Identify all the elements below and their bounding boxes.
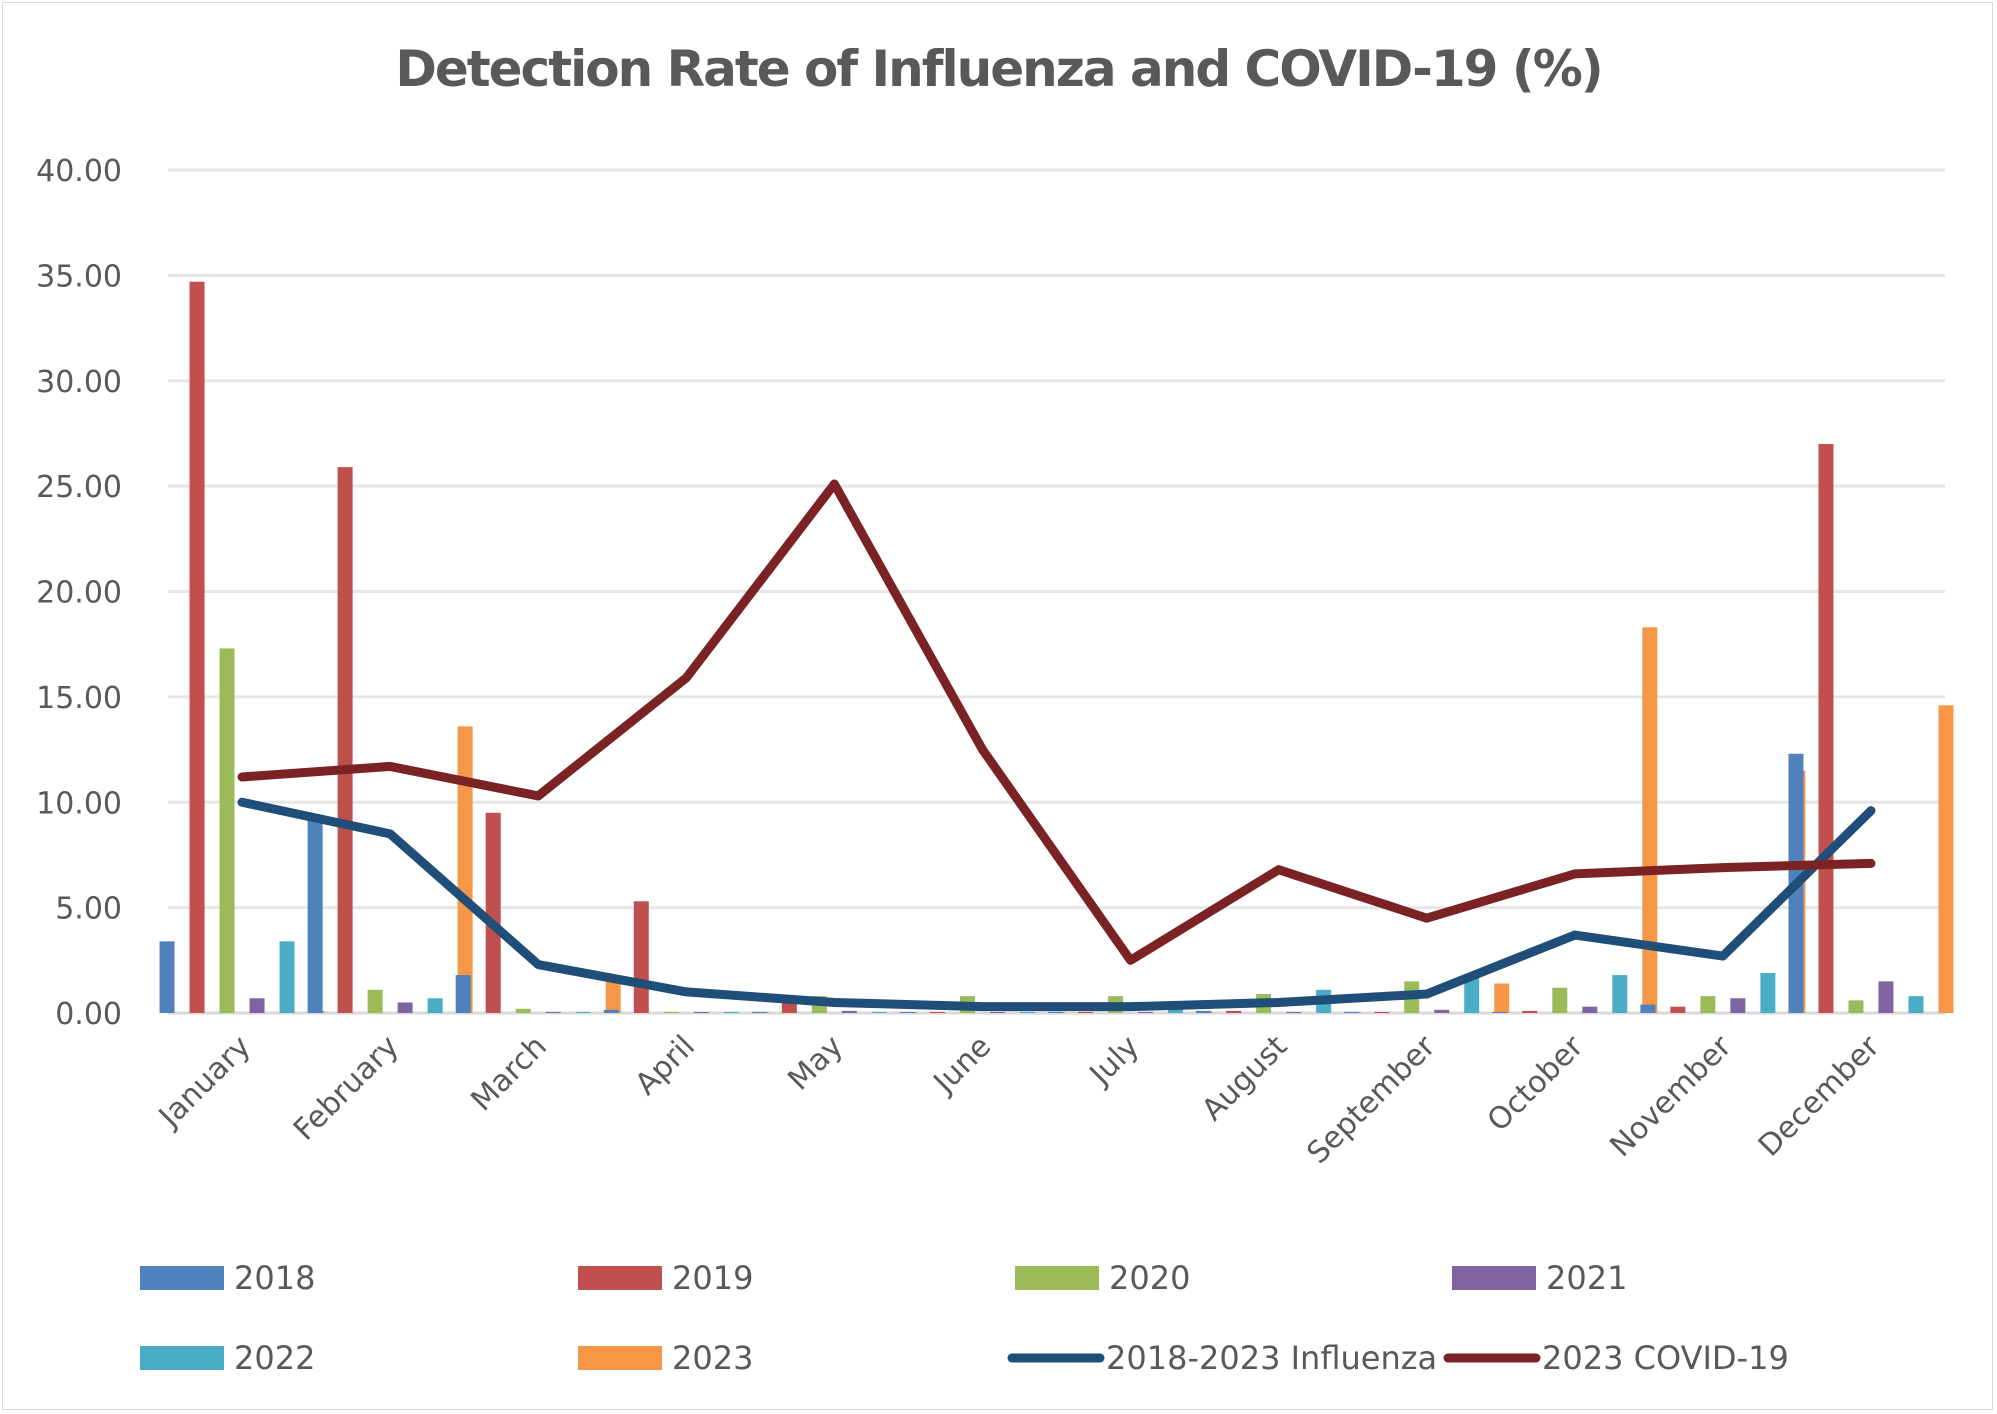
bar-2018-april — [603, 1009, 619, 1013]
legend-label: 2022 — [234, 1339, 315, 1377]
y-tick-label: 10.00 — [36, 786, 122, 821]
bar-2021-april — [693, 1011, 709, 1013]
bar-2019-september — [1374, 1011, 1390, 1013]
bar-2022-november — [1760, 972, 1776, 1013]
bar-2019-june — [929, 1011, 945, 1013]
bar-2019-february — [337, 467, 353, 1014]
bar-2018-june — [899, 1011, 915, 1013]
bar-2022-january — [279, 941, 295, 1013]
bar-2019-october — [1522, 1010, 1538, 1013]
x-tick-label: December — [1752, 1028, 1887, 1163]
x-tick-label: July — [1082, 1029, 1146, 1093]
x-tick-label: June — [926, 1029, 998, 1101]
bar-2023-march — [605, 975, 621, 1013]
x-tick-label: April — [629, 1029, 702, 1102]
y-tick-label: 15.00 — [36, 681, 122, 716]
y-tick-label: 25.00 — [36, 470, 122, 505]
bar-2021-august — [1286, 1011, 1302, 1013]
bar-2021-february — [397, 1002, 413, 1013]
x-tick-label: September — [1300, 1028, 1442, 1170]
bar-2019-july — [1078, 1011, 1094, 1013]
bar-2021-january — [249, 998, 265, 1013]
bar-2019-january — [189, 281, 205, 1013]
legend-label: 2018 — [234, 1259, 315, 1297]
bar-2019-november — [1670, 1006, 1686, 1013]
bar-2020-april — [663, 1011, 679, 1013]
legend-swatch — [1452, 1266, 1536, 1290]
legend-label: 2023 COVID-19 — [1542, 1339, 1789, 1377]
bar-2023-october — [1642, 627, 1658, 1013]
bar-2020-december — [1848, 1000, 1864, 1013]
bar-2023-february — [457, 726, 473, 1013]
y-tick-label: 35.00 — [36, 259, 122, 294]
bar-2020-january — [219, 648, 235, 1013]
bar-2021-december — [1878, 981, 1894, 1013]
bar-2018-november — [1640, 1004, 1656, 1013]
bar-2022-december — [1908, 996, 1924, 1013]
bar-2019-april — [633, 901, 649, 1013]
x-tick-label: October — [1481, 1028, 1591, 1138]
x-tick-label: May — [781, 1029, 850, 1098]
x-tick-label: January — [151, 1029, 258, 1136]
bar-2018-october — [1492, 1011, 1508, 1013]
y-tick-label: 30.00 — [36, 365, 122, 400]
legend-swatch — [140, 1346, 224, 1370]
legend-swatch — [1015, 1266, 1099, 1290]
legend-swatch — [140, 1266, 224, 1290]
x-tick-label: March — [464, 1029, 553, 1118]
legend-label: 2019 — [672, 1259, 753, 1297]
bar-2019-march — [485, 812, 501, 1013]
bar-2018-july — [1048, 1011, 1064, 1013]
bar-2022-april — [723, 1011, 739, 1013]
bar-2020-february — [367, 989, 383, 1013]
bar-2018-january — [159, 941, 175, 1013]
legend-label: 2020 — [1109, 1259, 1190, 1297]
chart-title: Detection Rate of Influenza and COVID-19… — [395, 40, 1603, 98]
bar-2022-october — [1612, 975, 1628, 1013]
bar-2020-october — [1552, 987, 1568, 1013]
bar-2018-february — [307, 814, 323, 1013]
legend-swatch — [578, 1346, 662, 1370]
bar-2018-march — [455, 975, 471, 1013]
bar-2023-september — [1494, 983, 1510, 1013]
line-2018-2023-influenza — [237, 797, 1876, 1012]
bar-2019-august — [1226, 1010, 1242, 1013]
legend-swatch — [578, 1266, 662, 1290]
bar-2022-september — [1464, 977, 1480, 1013]
bar-2018-august — [1196, 1010, 1212, 1013]
y-tick-label: 0.00 — [55, 997, 122, 1032]
bar-2023-december — [1938, 705, 1954, 1013]
bar-2021-june — [989, 1011, 1005, 1013]
legend-label: 2023 — [672, 1339, 753, 1377]
legend-label: 2021 — [1546, 1259, 1627, 1297]
bar-2022-june — [1019, 1011, 1035, 1013]
bar-2020-march — [515, 1008, 531, 1013]
x-tick-label: August — [1195, 1029, 1294, 1128]
legend-label: 2018-2023 Influenza — [1106, 1339, 1437, 1377]
bar-2021-march — [545, 1011, 561, 1013]
bar-2021-july — [1138, 1011, 1154, 1013]
line-2023-covid-19 — [237, 479, 1876, 965]
bar-2022-february — [427, 998, 443, 1013]
y-tick-label: 40.00 — [36, 154, 122, 189]
bar-2021-september — [1434, 1009, 1450, 1013]
y-tick-label: 20.00 — [36, 576, 122, 611]
bar-2021-october — [1582, 1006, 1598, 1013]
x-tick-label: November — [1603, 1028, 1739, 1164]
y-tick-label: 5.00 — [55, 892, 122, 927]
bar-2018-may — [751, 1011, 767, 1013]
bar-2020-november — [1700, 996, 1716, 1013]
bar-2022-may — [871, 1011, 887, 1013]
bar-2019-december — [1818, 443, 1834, 1014]
bar-2021-may — [841, 1010, 857, 1013]
x-tick-label: February — [287, 1029, 406, 1148]
bar-2022-march — [575, 1011, 591, 1013]
bar-2018-september — [1344, 1011, 1360, 1013]
bar-2021-november — [1730, 998, 1746, 1013]
